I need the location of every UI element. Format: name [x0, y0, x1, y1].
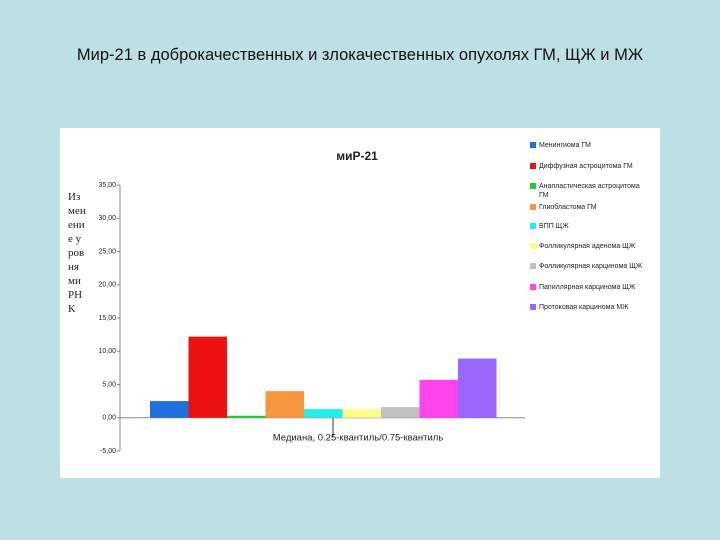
legend-swatch	[530, 243, 536, 249]
bar	[458, 358, 497, 418]
bar	[304, 409, 343, 418]
y-tick-label: 0,00	[102, 415, 116, 422]
y-tick-label: -5,00	[100, 448, 116, 455]
chart-area	[60, 128, 660, 478]
x-axis-label: Медиана, 0.25-квантиль/0.75-квантиль	[273, 433, 444, 444]
y-tick-label: 25,00	[98, 248, 116, 255]
legend-swatch	[530, 204, 536, 210]
legend-label: Диффузная астроцитома ГМ	[539, 163, 633, 170]
bar	[188, 336, 227, 418]
legend-swatch	[530, 183, 536, 189]
y-axis-label: Изменение уровня миРНК	[68, 191, 86, 315]
y-tick-label: 30,00	[98, 215, 116, 222]
legend-swatch	[530, 263, 536, 269]
bar	[227, 415, 266, 418]
legend-label: Папиллярная карцинома ЩЖ	[539, 284, 636, 291]
bar	[150, 401, 189, 418]
legend-swatch	[530, 223, 536, 229]
legend-swatch	[530, 163, 536, 169]
y-tick-label: 15,00	[98, 315, 116, 322]
y-tick-label: 35,00	[98, 182, 116, 189]
legend-swatch	[530, 304, 536, 310]
y-tick-label: 10,00	[98, 348, 116, 355]
legend-label: Глиобластома ГМ	[539, 203, 597, 211]
y-tick-label: 20,00	[98, 282, 116, 289]
bar	[342, 409, 381, 418]
bar	[265, 391, 304, 418]
slide-title: Мир-21 в доброкачественных и злокачестве…	[76, 46, 644, 64]
chart-title: миР-21	[336, 149, 378, 163]
legend-label: Менингиома ГМ	[539, 142, 591, 149]
legend-swatch	[530, 284, 536, 290]
legend-label: Фолликулярная карцинома ЩЖ	[539, 263, 643, 270]
y-tick-label: 5,00	[102, 381, 116, 388]
legend-swatch	[530, 142, 536, 148]
bar	[419, 379, 458, 418]
bar	[381, 407, 420, 418]
legend-label: ВПП ЩЖ	[539, 223, 569, 230]
legend-label: Фолликулярная аденома ЩЖ	[539, 243, 636, 250]
legend-label: Протоковая карцинома МЖ	[539, 304, 629, 311]
legend-label: Анапластическая астроцитома ГМ	[539, 183, 640, 199]
